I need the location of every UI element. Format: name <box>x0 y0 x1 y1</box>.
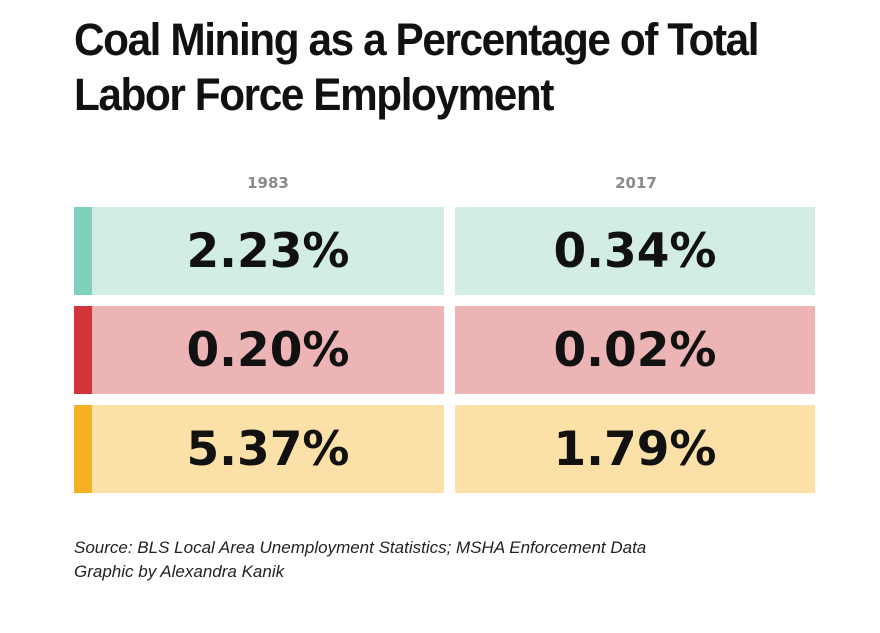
credit-text: Graphic by Alexandra Kanik <box>74 562 285 581</box>
data-label: 1.79% <box>553 421 717 477</box>
row-2-cell-1983: 0.20% <box>92 306 444 394</box>
column-header-1983: 1983 <box>247 174 289 192</box>
data-label: 5.37% <box>186 421 350 477</box>
row-3-cell-1983: 5.37% <box>92 405 444 493</box>
row-1-cell-2017: 0.34% <box>455 207 815 295</box>
row-2-accent-bar <box>74 306 92 394</box>
data-label: 0.02% <box>553 322 717 378</box>
source-text: Source: BLS Local Area Unemployment Stat… <box>74 538 647 557</box>
row-1-cell-1983: 2.23% <box>92 207 444 295</box>
row-3-cell-2017: 1.79% <box>455 405 815 493</box>
source-note: Source: BLS Local Area Unemployment Stat… <box>74 536 834 584</box>
row-2-cell-2017: 0.02% <box>455 306 815 394</box>
column-header-2017: 2017 <box>615 174 657 192</box>
data-label: 0.20% <box>186 322 350 378</box>
data-label: 0.34% <box>553 223 717 279</box>
data-label: 2.23% <box>186 223 350 279</box>
row-3-accent-bar <box>74 405 92 493</box>
row-1-accent-bar <box>74 207 92 295</box>
chart-title: Coal Mining as a Percentage of Total Lab… <box>74 14 760 120</box>
